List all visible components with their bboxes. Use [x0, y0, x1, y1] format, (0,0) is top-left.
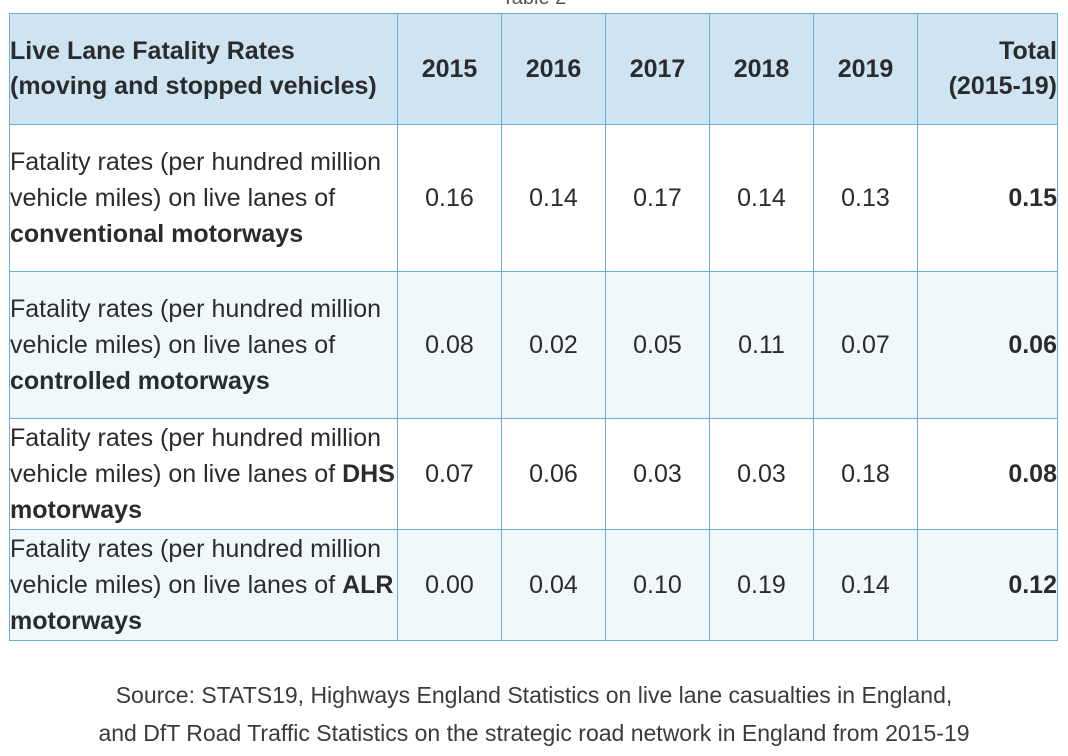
row-label-motorway-type: controlled motorways: [10, 367, 270, 395]
value-cell: 0.00: [397, 529, 502, 641]
value-cell: 0.04: [501, 529, 606, 641]
row-label-motorway-type: ALR motorways: [10, 571, 394, 635]
value-cell: 0.10: [605, 529, 710, 641]
total-header-line1: Total: [999, 37, 1057, 65]
total-cell: 0.06: [917, 271, 1058, 419]
value-cell: 0.14: [709, 124, 814, 272]
table-row: Fatality rates (per hundred million vehi…: [9, 124, 1058, 272]
row-label-text: Fatality rates (per hundred million vehi…: [10, 424, 381, 488]
value-cell: 0.19: [709, 529, 814, 641]
value-cell: 0.02: [501, 271, 606, 419]
value-cell: 0.14: [813, 529, 918, 641]
value-cell: 0.07: [397, 418, 502, 530]
value-cell: 0.03: [709, 418, 814, 530]
fatality-rates-table: Live Lane Fatality Rates (moving and sto…: [9, 13, 1058, 641]
row-label: Fatality rates (per hundred million vehi…: [9, 271, 398, 419]
total-cell: 0.08: [917, 418, 1058, 530]
value-cell: 0.14: [501, 124, 606, 272]
row-label: Fatality rates (per hundred million vehi…: [9, 418, 398, 530]
row-label-motorway-type: DHS motorways: [10, 460, 395, 524]
source-line-1: Source: STATS19, Highways England Statis…: [115, 682, 953, 708]
row-label-text: Fatality rates (per hundred million vehi…: [10, 295, 381, 359]
value-cell: 0.17: [605, 124, 710, 272]
value-cell: 0.11: [709, 271, 814, 419]
year-header-2018: 2018: [709, 13, 814, 125]
value-cell: 0.03: [605, 418, 710, 530]
value-cell: 0.18: [813, 418, 918, 530]
row-label: Fatality rates (per hundred million vehi…: [9, 124, 398, 272]
table-row: Fatality rates (per hundred million vehi…: [9, 529, 1058, 641]
table-caption: Table 2: [0, 0, 1068, 8]
total-header: Total (2015-19): [917, 13, 1058, 125]
source-line-2: and DfT Road Traffic Statistics on the s…: [98, 720, 970, 746]
table-row: Fatality rates (per hundred million vehi…: [9, 418, 1058, 530]
value-cell: 0.08: [397, 271, 502, 419]
value-cell: 0.07: [813, 271, 918, 419]
row-label-text: Fatality rates (per hundred million vehi…: [10, 148, 381, 212]
source-note: Source: STATS19, Highways England Statis…: [0, 676, 1068, 752]
year-header-2019: 2019: [813, 13, 918, 125]
total-cell: 0.15: [917, 124, 1058, 272]
row-label: Fatality rates (per hundred million vehi…: [9, 529, 398, 641]
value-cell: 0.06: [501, 418, 606, 530]
value-cell: 0.13: [813, 124, 918, 272]
year-header-2015: 2015: [397, 13, 502, 125]
year-header-2017: 2017: [605, 13, 710, 125]
corner-header: Live Lane Fatality Rates (moving and sto…: [9, 13, 398, 125]
table-row: Fatality rates (per hundred million vehi…: [9, 271, 1058, 419]
row-label-motorway-type: conventional motorways: [10, 220, 304, 248]
value-cell: 0.05: [605, 271, 710, 419]
header-row: Live Lane Fatality Rates (moving and sto…: [9, 13, 1058, 125]
value-cell: 0.16: [397, 124, 502, 272]
row-label-text: Fatality rates (per hundred million vehi…: [10, 535, 381, 599]
year-header-2016: 2016: [501, 13, 606, 125]
total-cell: 0.12: [917, 529, 1058, 641]
total-header-line2: (2015-19): [948, 72, 1057, 100]
